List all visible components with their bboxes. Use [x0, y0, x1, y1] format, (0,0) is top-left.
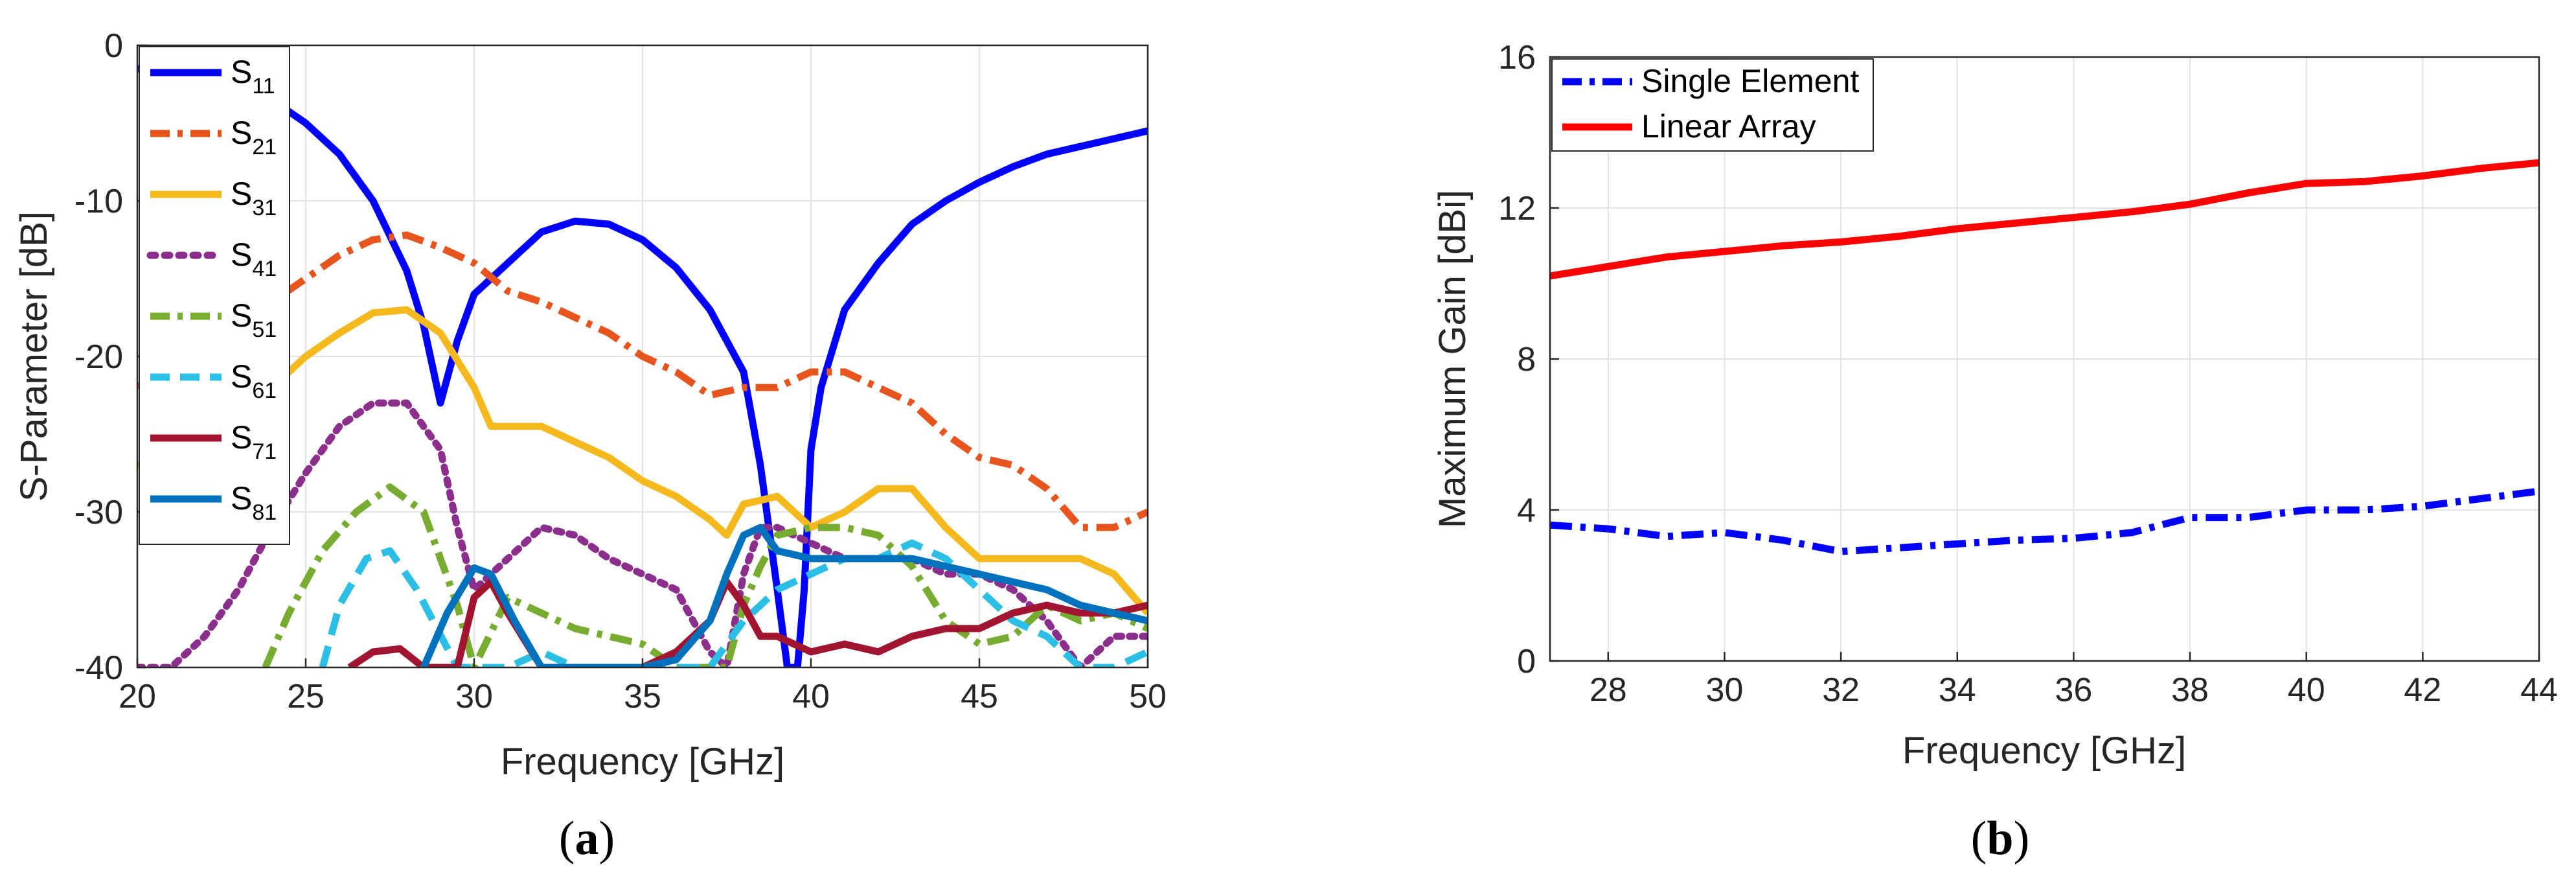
series-line-single-element [1550, 487, 2539, 555]
x-tick-label: 42 [2404, 671, 2441, 709]
chart-a: 20 25 30 35 40 45 50 0 -10 -20 -30 -40 Frequency [G… [13, 27, 1167, 865]
series-line-s21 [137, 231, 1148, 531]
y-tick-label: -10 [74, 183, 123, 220]
chart-a-ticks: 20 25 30 35 40 45 50 0 -10 -20 -30 -40 [74, 27, 1167, 715]
x-tick-label: 40 [792, 678, 830, 715]
legend-label: Linear Array [1641, 108, 1816, 145]
x-tick-label: 20 [119, 678, 156, 715]
y-tick-label: -20 [74, 338, 123, 376]
legend-label: S11 [231, 54, 275, 98]
series-line-linear-array [1550, 159, 2539, 280]
y-tick-label: -40 [74, 649, 123, 687]
chart-a-legend: S11 S21 S31 S41 S51 S61 S71 S81 [139, 46, 290, 545]
y-tick-label: 0 [1517, 643, 1536, 680]
chart-b: 28 30 32 34 36 38 40 42 44 0 4 8 12 16 Frequency [GHz… [1431, 39, 2558, 865]
chart-a-xlabel: Frequency [GHz] [501, 741, 784, 783]
chart-a-series-group [137, 65, 1148, 667]
x-tick-label: 25 [287, 678, 325, 715]
x-tick-label: 35 [624, 678, 661, 715]
x-tick-label: 34 [1939, 671, 1976, 709]
x-tick-label: 28 [1590, 671, 1627, 709]
x-tick-label: 32 [1822, 671, 1860, 709]
legend-label: S31 [231, 176, 277, 220]
legend-label: Single Element [1641, 63, 1859, 99]
x-tick-label: 30 [455, 678, 493, 715]
chart-a-caption: (a) [559, 812, 615, 865]
y-tick-label: 4 [1517, 492, 1536, 529]
chart-b-legend: Single Element Linear Array [1551, 58, 1874, 152]
x-tick-label: 30 [1706, 671, 1744, 709]
chart-b-caption-letter: b [1987, 812, 2013, 865]
chart-a-legend-box [139, 46, 290, 545]
chart-a-ylabel: S-Parameter [dB] [13, 211, 55, 502]
chart-b-caption: (b) [1971, 812, 2029, 865]
y-tick-label: -30 [74, 494, 123, 531]
y-tick-label: 8 [1517, 341, 1536, 378]
legend-label: S81 [231, 480, 277, 525]
legend-label: S51 [231, 297, 277, 342]
series-line-s11 [137, 65, 1148, 667]
chart-b-xlabel: Frequency [GHz] [1902, 730, 2186, 772]
x-tick-label: 44 [2520, 671, 2558, 709]
chart-b-ticks: 28 30 32 34 36 38 40 42 44 0 4 8 12 16 [1498, 39, 2558, 709]
chart-b-legend-box [1551, 58, 1874, 152]
series-line-s61 [319, 539, 1148, 667]
series-line-s31 [137, 306, 1148, 616]
legend-label: S61 [231, 358, 277, 403]
x-tick-label: 45 [961, 678, 998, 715]
x-tick-label: 36 [2055, 671, 2092, 709]
x-tick-label: 50 [1129, 678, 1167, 715]
chart-b-ylabel: Maximum Gain [dBi] [1431, 190, 1474, 528]
legend-label: S41 [231, 237, 277, 281]
legend-label: S71 [231, 419, 277, 464]
x-tick-label: 38 [2171, 671, 2209, 709]
y-tick-label: 0 [104, 27, 123, 65]
series-line-s81 [420, 524, 1148, 667]
legend-label: S21 [231, 115, 277, 159]
chart-a-caption-letter: a [575, 812, 599, 865]
y-tick-label: 16 [1498, 39, 1536, 76]
chart-b-series-group [1550, 159, 2539, 555]
x-tick-label: 40 [2288, 671, 2325, 709]
y-tick-label: 12 [1498, 190, 1536, 227]
